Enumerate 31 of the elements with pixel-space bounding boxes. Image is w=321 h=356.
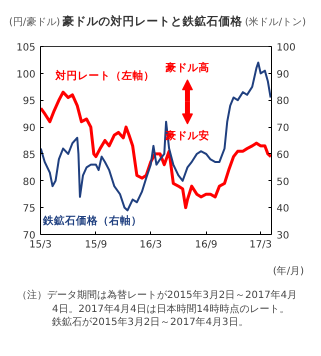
y-tick-label: 100 xyxy=(16,69,36,80)
x-tick-label: 17/3 xyxy=(249,240,272,250)
y2-tick-label: 60 xyxy=(276,150,290,161)
y2-tick-label: 90 xyxy=(276,69,290,80)
y2-axis-title: (米ドル/トン) xyxy=(244,16,306,30)
y-tick-label: 90 xyxy=(22,123,36,134)
y-tick-label: 75 xyxy=(22,204,36,215)
annotation: 豪ドル高 xyxy=(164,60,210,74)
x-tick-label: 15/3 xyxy=(29,240,52,250)
y-tick-label: 85 xyxy=(22,150,36,161)
y2-tick-label: 70 xyxy=(276,123,290,134)
y2-tick-label: 80 xyxy=(276,96,290,108)
y-tick-label: 95 xyxy=(22,96,36,108)
series-label: 対円レート（左軸） xyxy=(54,69,155,82)
x-tick-label: 16/9 xyxy=(194,240,218,250)
text: （注）データ期間は為替レートが2015年3月2日～2017年4月4日。2017年4月4日は日本時間14時時点のレート。鉄鉱石が2015年3月2日～2017年4月3日。 xyxy=(17,289,297,330)
y-tick-label: 80 xyxy=(22,176,36,188)
y-tick-label: 105 xyxy=(16,42,36,54)
y-tick-label: 70 xyxy=(22,230,36,242)
line-series xyxy=(40,62,272,212)
y-axis-title: (円/豪ドル) xyxy=(9,16,60,30)
x-tick-label: 15/9 xyxy=(84,240,108,250)
y2-tick-label: 30 xyxy=(276,230,290,242)
x-tick-label: 16/3 xyxy=(140,240,162,250)
line-series xyxy=(40,90,272,210)
y2-tick-label: 100 xyxy=(276,42,296,54)
chart-title: 豪ドルの対円レートと鉄鉱石価格 xyxy=(62,13,242,30)
y2-tick-label: 40 xyxy=(276,204,290,215)
y2-tick-label: 50 xyxy=(276,176,290,188)
series-label: 鉄鉱石価格（右軸） xyxy=(42,214,142,228)
x-axis-title: (年/月) xyxy=(272,265,305,279)
